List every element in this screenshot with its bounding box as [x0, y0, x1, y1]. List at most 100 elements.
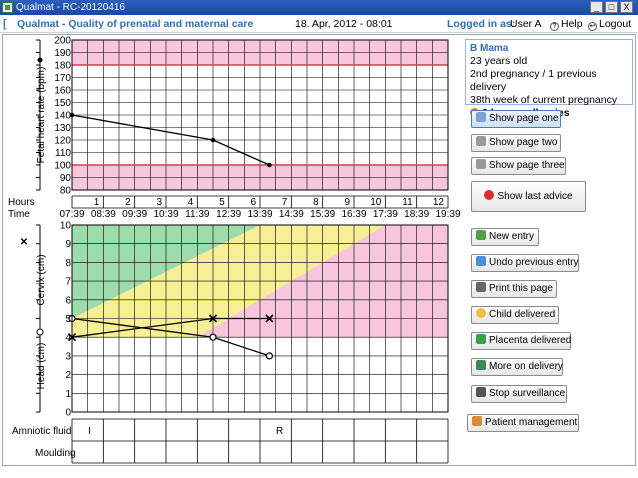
- app-header: [ Qualmat - Quality of prenatal and mate…: [0, 15, 638, 33]
- fhr-tick-label: 170: [54, 73, 71, 84]
- new-entry-label: New entry: [489, 231, 535, 242]
- app-title: Qualmat - Quality of prenatal and matern…: [17, 18, 254, 30]
- printer-icon: [476, 282, 486, 292]
- hour-label: 1: [94, 197, 100, 208]
- fhr-tick-label: 130: [54, 123, 71, 134]
- fhr-axis-marker: [37, 57, 43, 63]
- moulding-label: Moulding: [35, 448, 76, 459]
- amniotic-moulding-grid: Amniotic fluid Moulding I R: [12, 418, 449, 464]
- logout-link[interactable]: ↩ Logout: [588, 18, 631, 31]
- fhr-tick-label: 90: [60, 173, 72, 184]
- fhr-tick-label: 100: [54, 161, 71, 172]
- cervix-border: [71, 224, 449, 413]
- cervix-tick-label: 10: [60, 221, 72, 232]
- cervix-tick-label: 6: [65, 295, 71, 306]
- show-page-two-button[interactable]: Show page two: [471, 134, 561, 152]
- fhr-point: [210, 137, 216, 143]
- fhr-point: [267, 162, 272, 168]
- more-on-delivery-label: More on delivery: [489, 361, 563, 372]
- pencil-icon: [476, 159, 486, 169]
- current-datetime: 18. Apr, 2012 - 08:01: [295, 18, 393, 30]
- stop-surveillance-button[interactable]: Stop surveillance: [471, 385, 567, 403]
- print-this-page-button[interactable]: Print this page: [471, 280, 557, 298]
- amniotic-fluid-value: I: [88, 426, 91, 437]
- logout-icon: ↩: [588, 22, 597, 31]
- help-label: Help: [561, 18, 583, 30]
- help-icon: ?: [550, 22, 559, 31]
- pencil-icon: [476, 136, 486, 146]
- time-tick-label: 08:39: [91, 209, 116, 220]
- hour-label: 11: [402, 197, 413, 208]
- more-on-delivery-button[interactable]: More on delivery: [471, 358, 563, 376]
- head-point: [209, 333, 217, 341]
- cervix-axis-label: Cervix (cm): [36, 254, 47, 305]
- fhr-tick-label: 140: [54, 111, 71, 122]
- time-tick-label: 13:39: [247, 209, 272, 220]
- close-button[interactable]: X: [620, 1, 633, 13]
- patient-age: 23 years old: [470, 55, 528, 67]
- new-entry-button[interactable]: New entry: [471, 228, 539, 246]
- new-entry-icon: [476, 230, 486, 240]
- fhr-tick-label: 110: [55, 148, 71, 159]
- cervix-tick-label: 9: [65, 239, 71, 250]
- logged-in-label: Logged in as:: [447, 18, 516, 30]
- amniotic-fluid-label: Amniotic fluid: [12, 426, 71, 437]
- time-tick-label: 09:39: [122, 209, 147, 220]
- pencil-icon: [476, 112, 486, 122]
- fhr-tick-label: 120: [54, 136, 71, 147]
- baby-icon: [476, 308, 486, 318]
- hour-label: 10: [370, 197, 382, 208]
- head-axis-label: Head (cm): [36, 343, 47, 390]
- fhr-tick-label: 160: [54, 86, 71, 97]
- hour-label: 4: [188, 197, 194, 208]
- cervix-tick-label: 4: [65, 333, 71, 344]
- time-tick-label: 18:39: [404, 209, 429, 220]
- cervix-point: [265, 314, 274, 323]
- show-last-advice-button[interactable]: Show last advice: [471, 181, 586, 212]
- patient-management-label: Patient management: [485, 417, 578, 428]
- user-name: User A: [510, 18, 542, 30]
- patient-management-button[interactable]: Patient management: [467, 414, 579, 432]
- content-frame: [2, 34, 636, 466]
- child-delivered-button[interactable]: Child delivered: [471, 306, 559, 324]
- show-last-advice-label: Show last advice: [497, 191, 573, 202]
- cervix-tick-label: 1: [65, 389, 71, 400]
- hour-label: 6: [250, 197, 256, 208]
- hour-label: 2: [125, 197, 131, 208]
- fhr-tick-label: 80: [60, 186, 72, 197]
- cervix-tick-label: 5: [65, 314, 71, 325]
- show-page-two-label: Show page two: [489, 137, 558, 148]
- patient-panel: B Mama 23 years old 2nd pregnancy / 1 pr…: [465, 39, 633, 119]
- time-tick-label: 10:39: [153, 209, 178, 220]
- document-icon: [476, 360, 486, 370]
- fhr-tick-label: 180: [54, 61, 71, 72]
- time-tick-label: 15:39: [310, 209, 335, 220]
- undo-previous-entry-label: Undo previous entry: [489, 257, 579, 268]
- maximize-button[interactable]: □: [605, 1, 618, 13]
- placenta-delivered-button[interactable]: Placenta delivered: [471, 332, 571, 350]
- checkmark-icon: [476, 334, 486, 344]
- minimize-button[interactable]: _: [590, 1, 603, 13]
- print-this-page-label: Print this page: [489, 283, 553, 294]
- patient-gestation-week: 38th week of current pregnancy: [470, 94, 618, 106]
- head-point: [265, 352, 273, 360]
- show-page-one-button[interactable]: Show page one: [471, 110, 561, 128]
- hour-label: 9: [344, 197, 350, 208]
- app-icon: [2, 2, 13, 13]
- time-tick-label: 14:39: [279, 209, 304, 220]
- hour-label: 3: [156, 197, 162, 208]
- hour-label: 5: [219, 197, 225, 208]
- help-link[interactable]: ? Help: [550, 18, 583, 31]
- cervix-tick-label: 7: [65, 277, 71, 288]
- hours-label: Hours: [8, 197, 35, 208]
- cervix-point: [208, 314, 218, 323]
- undo-previous-entry-button[interactable]: Undo previous entry: [471, 254, 579, 272]
- window-titlebar: Qualmat - RC-20120416 _ □ X: [0, 0, 638, 15]
- show-page-three-button[interactable]: Show page three: [471, 157, 566, 175]
- cervix-tick-label: 3: [65, 351, 71, 362]
- time-tick-label: 07:39: [59, 209, 84, 220]
